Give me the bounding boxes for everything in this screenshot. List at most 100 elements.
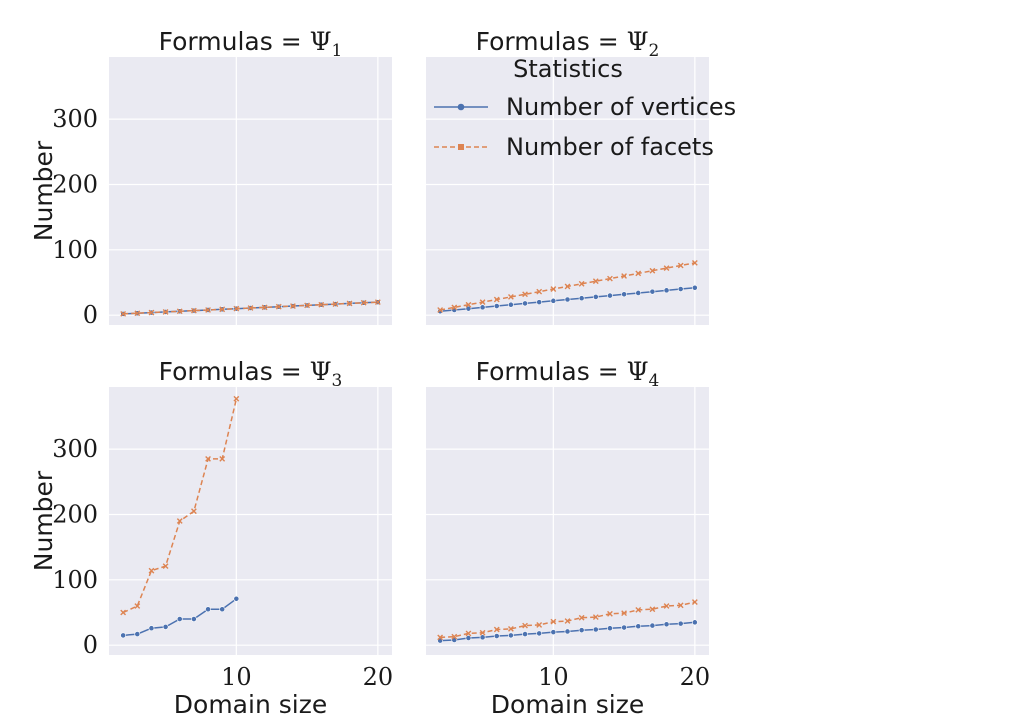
marker-stroke — [120, 310, 127, 317]
data-point-facets — [663, 265, 670, 272]
data-point-facets — [550, 618, 557, 625]
panel-background — [109, 57, 392, 325]
marker-stroke — [508, 625, 514, 632]
panel-2: Formulas = Ψ2 — [426, 27, 709, 325]
data-point-facets — [247, 305, 254, 311]
marker-stroke — [649, 606, 656, 613]
panel-title-prefix: Formulas = — [159, 27, 310, 56]
data-point-facets — [275, 303, 282, 310]
marker-stroke — [205, 307, 211, 313]
data-point-facets — [233, 305, 240, 312]
marker-stroke — [304, 302, 310, 309]
data-point-vertices — [190, 616, 197, 622]
marker-stroke — [205, 456, 211, 462]
data-point-facets — [134, 603, 141, 609]
data-point-facets — [148, 309, 155, 316]
marker-stroke — [592, 614, 599, 620]
marker-stroke — [677, 602, 684, 609]
data-point-facets — [233, 395, 240, 402]
y-tick-label: 200 — [52, 500, 98, 528]
data-point-vertices — [120, 632, 127, 639]
data-point-facets — [621, 610, 627, 617]
panel-background — [426, 387, 709, 655]
data-point-vertices — [465, 635, 472, 641]
y-tick-label: 200 — [52, 170, 98, 198]
data-point-facets — [493, 296, 500, 303]
data-point-vertices — [592, 293, 599, 300]
marker-stroke — [451, 633, 458, 640]
marker-stroke — [536, 288, 543, 295]
data-point-facets — [374, 299, 381, 306]
data-point-facets — [451, 633, 458, 640]
data-point-facets — [191, 307, 197, 314]
marker-stroke — [663, 265, 670, 272]
marker-stroke — [148, 309, 155, 316]
data-point-facets — [120, 310, 127, 317]
data-point-facets — [536, 622, 543, 628]
data-point-facets — [290, 303, 296, 309]
data-point-facets — [649, 267, 656, 274]
marker-stroke — [522, 291, 528, 298]
marker-stroke — [233, 395, 240, 402]
data-point-facets — [176, 308, 183, 315]
panel-background — [426, 57, 709, 325]
marker-stroke — [578, 280, 585, 287]
marker-stroke — [522, 622, 528, 629]
marker-stroke — [677, 262, 684, 269]
data-point-facets — [663, 603, 670, 609]
marker-stroke — [275, 303, 282, 310]
x-tick-label: 10 — [538, 663, 569, 691]
data-point-facets — [578, 280, 585, 287]
marker-stroke — [219, 456, 226, 462]
data-point-facets — [120, 609, 127, 616]
marker-stroke — [191, 307, 197, 314]
panel-title-subscript: 2 — [649, 41, 660, 61]
panel-title-symbol: Ψ — [627, 27, 649, 56]
data-point-facets — [205, 456, 211, 462]
data-point-facets — [360, 299, 367, 306]
data-point-vertices — [148, 625, 155, 632]
data-point-facets — [261, 304, 268, 311]
marker-stroke — [621, 610, 627, 617]
x-tick-label: 20 — [363, 663, 394, 691]
panel-title-subscript: 1 — [332, 41, 343, 61]
panel-background — [109, 387, 392, 655]
marker-stroke — [176, 518, 183, 524]
panel-title-subscript: 4 — [649, 371, 660, 391]
data-point-vertices — [205, 606, 211, 613]
marker-stroke — [536, 622, 543, 628]
data-point-facets — [592, 278, 599, 285]
data-point-vertices — [507, 632, 514, 639]
y-tick-label: 0 — [83, 631, 98, 659]
marker-stroke — [649, 267, 656, 274]
legend-marker-vertices — [457, 103, 465, 111]
data-point-facets — [437, 307, 444, 313]
legend: Statistics Number of vertices Number of fa… — [434, 55, 736, 161]
y-axis-label: Number — [29, 470, 58, 571]
data-point-vertices — [522, 631, 528, 637]
marker-stroke — [635, 607, 642, 613]
marker-stroke — [233, 305, 240, 312]
data-point-vertices — [176, 616, 183, 622]
data-point-facets — [304, 302, 310, 309]
data-point-vertices — [621, 624, 627, 631]
panel-title-subscript: 3 — [332, 371, 343, 391]
data-point-vertices — [607, 292, 613, 299]
data-point-facets — [592, 614, 599, 620]
y-tick-label: 300 — [52, 105, 98, 133]
data-point-vertices — [649, 622, 656, 629]
data-point-facets — [578, 614, 585, 621]
marker-stroke — [691, 260, 698, 266]
y-tick-label: 300 — [52, 435, 98, 463]
marker-stroke — [451, 304, 458, 311]
data-point-vertices — [691, 284, 698, 291]
marker-stroke — [578, 614, 585, 621]
marker-stroke — [493, 296, 500, 303]
panel-title: Formulas = Ψ1 — [159, 27, 343, 61]
data-point-facets — [564, 618, 571, 624]
data-point-vertices — [607, 625, 613, 632]
data-point-facets — [607, 610, 613, 617]
panel-title: Formulas = Ψ2 — [476, 27, 660, 61]
marker-stroke — [162, 563, 169, 569]
data-point-facets — [465, 301, 472, 308]
